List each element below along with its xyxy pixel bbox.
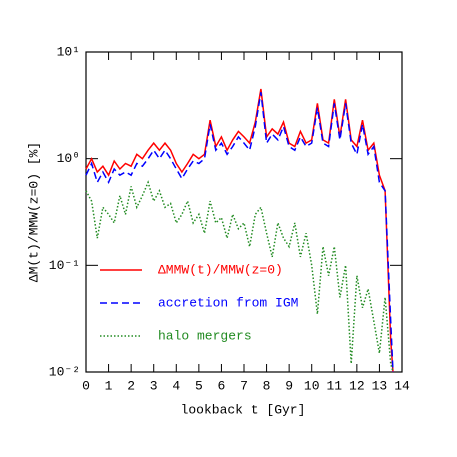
y-tick-label: 10¹ <box>57 44 80 59</box>
x-tick-label: 14 <box>394 378 410 393</box>
x-tick-label: 0 <box>82 378 90 393</box>
x-tick-label: 8 <box>263 378 271 393</box>
y-tick-label: 10⁰ <box>57 151 80 166</box>
series-line <box>85 180 394 373</box>
x-tick-label: 12 <box>349 378 365 393</box>
series-line <box>85 88 394 373</box>
series-line <box>85 92 394 373</box>
x-tick-label: 11 <box>326 378 342 393</box>
legend-label: accretion from IGM <box>158 295 298 310</box>
x-tick-label: 2 <box>127 378 135 393</box>
x-tick-label: 7 <box>240 378 248 393</box>
legend-label: ΔMMW(t)/MMW(z=0) <box>158 262 283 277</box>
x-tick-label: 6 <box>218 378 226 393</box>
x-tick-label: 3 <box>150 378 158 393</box>
x-tick-label: 4 <box>172 378 180 393</box>
x-tick-label: 13 <box>372 378 388 393</box>
y-axis-label: ΔM(t)/MMW(z=0) [%] <box>26 142 41 282</box>
plot-frame <box>85 51 403 373</box>
legend-label: halo mergers <box>158 328 252 343</box>
y-tick-label: 10⁻¹ <box>49 258 80 273</box>
y-tick-label: 10⁻² <box>49 364 80 379</box>
x-axis-label: lookback t [Gyr] <box>181 402 306 417</box>
x-tick-label: 5 <box>195 378 203 393</box>
x-tick-label: 9 <box>285 378 293 393</box>
x-tick-label: 1 <box>105 378 113 393</box>
x-tick-label: 10 <box>304 378 320 393</box>
